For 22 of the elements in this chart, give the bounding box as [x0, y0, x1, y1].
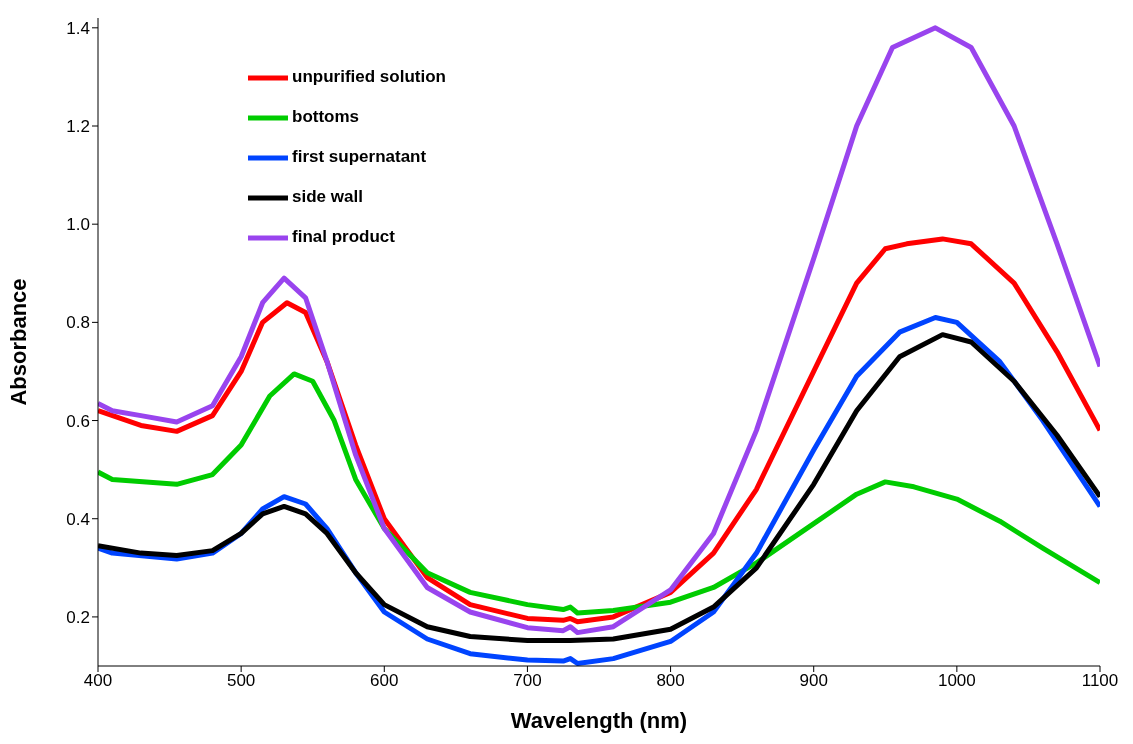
- x-tick-label: 1100: [1081, 671, 1119, 691]
- x-tick-label: 400: [83, 671, 113, 691]
- y-tick-label: 1.2: [66, 117, 90, 137]
- y-tick-label: 0.4: [66, 509, 90, 529]
- y-tick-label: 1.4: [66, 18, 90, 38]
- y-axis-title: Absorbance: [5, 278, 31, 406]
- y-tick-label: 1.0: [66, 215, 90, 235]
- x-tick-label: 900: [799, 671, 828, 691]
- x-tick-label: 1000: [937, 671, 976, 691]
- legend-label: unpurified solution: [292, 67, 446, 87]
- y-tick-label: 0.2: [66, 607, 90, 627]
- y-tick-label: 0.6: [66, 411, 90, 431]
- legend-label: bottoms: [292, 107, 360, 127]
- x-tick-label: 600: [370, 671, 399, 691]
- x-axis-title: Wavelength (nm): [510, 708, 688, 733]
- x-tick-label: 700: [513, 671, 542, 691]
- x-tick-label: 800: [656, 671, 685, 691]
- x-tick-label: 500: [226, 671, 256, 691]
- y-tick-label: 0.8: [66, 313, 90, 333]
- legend-label: final product: [292, 227, 395, 247]
- legend-label: first supernatant: [292, 147, 427, 167]
- legend-label: side wall: [292, 187, 363, 207]
